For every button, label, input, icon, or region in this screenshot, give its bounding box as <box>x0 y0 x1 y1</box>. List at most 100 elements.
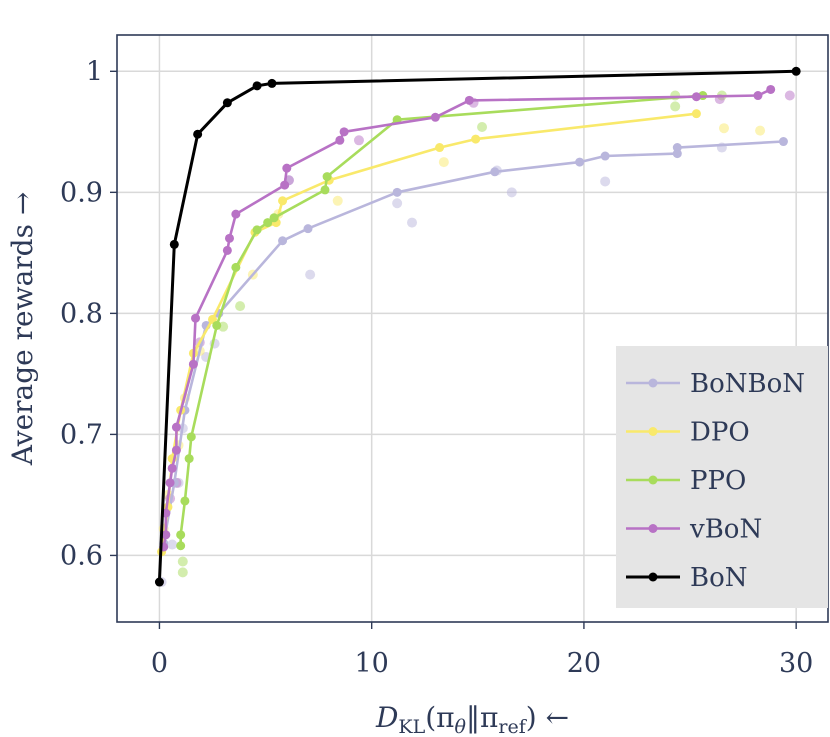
y-tick-label: 0.8 <box>60 298 103 329</box>
bon-point <box>791 66 801 76</box>
vbon-point <box>224 233 234 243</box>
x-axis-label: DKL(πθ‖πref) ← <box>375 701 569 737</box>
gridlines <box>117 35 828 622</box>
ppo-scatter-point <box>177 556 188 567</box>
x-label-ref: ref <box>498 716 527 737</box>
ppo-point <box>176 541 186 551</box>
dpo-point <box>435 143 445 153</box>
ppo-point <box>322 172 332 182</box>
ppo-point <box>320 185 330 195</box>
bonbon-line <box>162 140 784 544</box>
vbon-point <box>191 313 201 323</box>
ppo-point <box>186 432 196 442</box>
ppo-point <box>184 454 194 464</box>
ppo-point <box>231 262 241 272</box>
vbon-point <box>766 84 776 94</box>
dpo-point <box>278 196 288 206</box>
y-tick-label: 0.7 <box>60 419 103 450</box>
bon-point <box>193 129 203 139</box>
x-tick-label: 30 <box>779 648 813 679</box>
vbon-point <box>188 359 198 369</box>
dpo-scatter-point <box>719 123 730 134</box>
x-label-d: D <box>375 701 398 734</box>
bonbon-point <box>303 224 313 234</box>
bonbon-point <box>778 137 788 147</box>
bon-point <box>252 81 262 91</box>
vbon-point <box>231 209 241 219</box>
y-axis-label: Average rewards → <box>6 192 39 467</box>
legend-label-bonbon: BoNBoN <box>690 369 805 399</box>
legend: BoNBoN DPO PPO vBoN BoN <box>616 346 828 608</box>
vbon-point <box>691 92 701 102</box>
vbon-point <box>335 135 345 145</box>
x-label-sep: ‖π <box>466 701 498 734</box>
vbon-point <box>280 180 290 190</box>
bonbon-scatter-point <box>600 176 611 187</box>
x-label-theta: θ <box>455 716 467 737</box>
dpo-point <box>691 109 701 119</box>
bon-point <box>222 98 232 108</box>
bonbon-scatter-point <box>392 198 403 209</box>
legend-marker-bonbon <box>648 378 658 388</box>
vbon-point <box>165 478 175 488</box>
vbon-scatter-point <box>353 135 364 146</box>
x-label-close: ) ← <box>526 701 569 734</box>
bonbon-scatter-point <box>167 539 178 550</box>
vbon-point <box>753 91 763 101</box>
bonbon-point <box>392 187 402 197</box>
vbon-point <box>222 245 232 255</box>
ppo-point <box>269 213 279 223</box>
x-label-open: (π <box>425 701 454 734</box>
bonbon-point <box>490 167 500 177</box>
plot-frame <box>116 34 829 623</box>
ppo-scatter-point <box>177 567 188 578</box>
y-tick-label: 0.6 <box>60 540 103 571</box>
dpo-scatter-point <box>332 195 343 206</box>
legend-label-ppo: PPO <box>690 466 746 496</box>
ppo-point <box>212 320 222 330</box>
vbon-point <box>171 445 181 455</box>
legend-marker-ppo <box>648 475 658 485</box>
ppo-point <box>180 496 190 506</box>
vbon-point <box>339 127 349 137</box>
legend-label-dpo: DPO <box>690 418 750 448</box>
bonbon-point <box>575 157 585 167</box>
vbon-point <box>161 530 171 540</box>
legend-label-bon: BoN <box>690 563 748 593</box>
vbon-point <box>282 163 292 173</box>
vbon-point <box>171 422 181 432</box>
legend-marker-dpo <box>648 427 658 436</box>
dpo-scatter-point <box>438 157 449 168</box>
series-layer <box>154 66 801 588</box>
bon-point <box>154 577 164 587</box>
ppo-scatter-point <box>235 301 246 312</box>
vbon-point <box>167 463 177 473</box>
bonbon-scatter-point <box>506 187 517 198</box>
ppo-point <box>176 530 186 540</box>
axis-ticks: 0 10 20 30 0.6 0.7 0.8 0.9 1 <box>60 56 813 679</box>
legend-marker-bon <box>648 572 658 582</box>
bonbon-point <box>600 151 610 161</box>
ppo-point <box>252 225 262 235</box>
dpo-scatter-point <box>755 125 766 136</box>
x-tick-label: 20 <box>567 648 601 679</box>
x-tick-label: 0 <box>151 648 168 679</box>
vbon-scatter-point <box>784 90 795 101</box>
ppo-point <box>263 218 273 228</box>
ppo-scatter-point <box>477 121 488 132</box>
vbon-point <box>464 95 474 105</box>
x-tick-label: 10 <box>355 648 389 679</box>
bon-point <box>267 78 277 88</box>
y-tick-label: 0.9 <box>60 177 103 208</box>
bon-point <box>169 239 179 249</box>
bonbon-point <box>672 143 682 153</box>
legend-label-vbon: vBoN <box>689 515 762 545</box>
legend-marker-vbon <box>648 524 658 533</box>
y-tick-label: 1 <box>86 56 103 87</box>
x-label-kl: KL <box>398 716 425 737</box>
dpo-point <box>471 134 481 144</box>
bonbon-scatter-point <box>305 269 316 280</box>
ppo-scatter-point <box>670 101 681 112</box>
vbon-point <box>430 112 440 122</box>
